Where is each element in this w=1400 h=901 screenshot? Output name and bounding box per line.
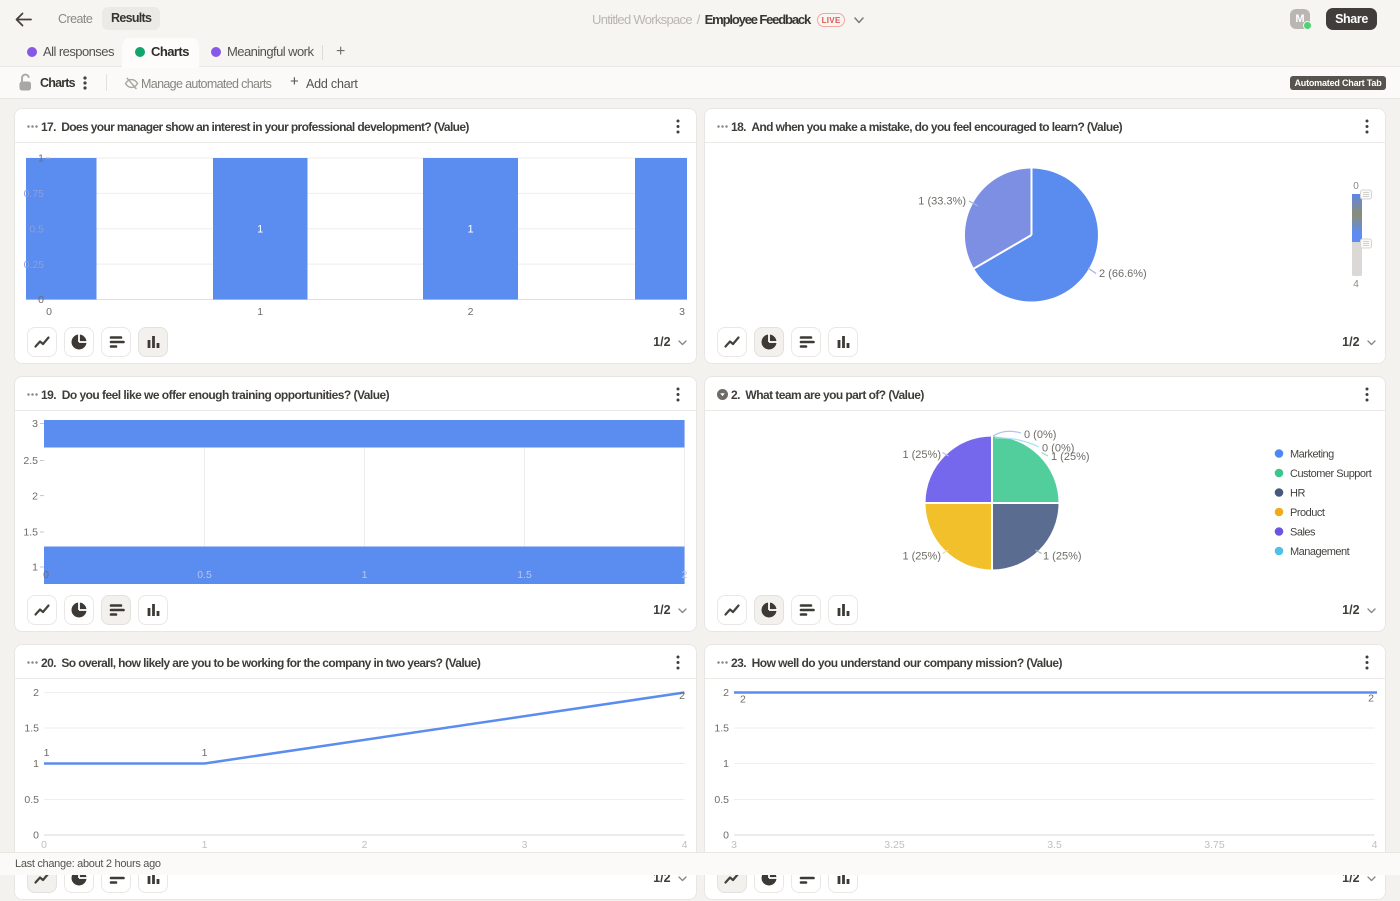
svg-text:1 (25%): 1 (25%) xyxy=(902,449,941,461)
svg-text:0: 0 xyxy=(33,830,39,842)
svg-text:4: 4 xyxy=(682,839,688,851)
svg-text:2: 2 xyxy=(468,306,474,318)
svg-text:0.5: 0.5 xyxy=(29,223,44,235)
svg-text:0: 0 xyxy=(723,830,729,842)
svg-text:2: 2 xyxy=(740,694,746,706)
svg-text:0 (0%): 0 (0%) xyxy=(1042,443,1074,455)
svg-text:0 (0%): 0 (0%) xyxy=(1024,429,1056,441)
svg-text:2 (66.6%): 2 (66.6%) xyxy=(1099,268,1147,280)
svg-text:2: 2 xyxy=(32,490,38,502)
svg-text:0.5: 0.5 xyxy=(714,794,729,806)
svg-text:Product: Product xyxy=(1290,507,1325,519)
svg-text:4: 4 xyxy=(1353,279,1359,290)
svg-text:0: 0 xyxy=(41,839,47,851)
svg-text:1: 1 xyxy=(33,758,39,770)
svg-text:0.75: 0.75 xyxy=(24,188,45,200)
svg-text:1: 1 xyxy=(723,758,729,770)
svg-text:0.25: 0.25 xyxy=(24,259,45,271)
svg-text:1: 1 xyxy=(202,747,208,759)
svg-text:3: 3 xyxy=(731,839,737,851)
svg-text:2.5: 2.5 xyxy=(23,455,38,467)
svg-text:1.5: 1.5 xyxy=(714,723,729,735)
svg-text:1 (33.3%): 1 (33.3%) xyxy=(918,196,966,208)
svg-text:0: 0 xyxy=(46,306,52,318)
svg-text:2: 2 xyxy=(362,839,368,851)
svg-text:HR: HR xyxy=(1290,488,1305,500)
svg-text:3: 3 xyxy=(32,418,38,430)
svg-text:0.5: 0.5 xyxy=(24,794,39,806)
svg-text:2: 2 xyxy=(33,687,39,699)
svg-text:3: 3 xyxy=(679,306,685,318)
svg-text:1.5: 1.5 xyxy=(23,527,38,539)
svg-text:2: 2 xyxy=(1368,693,1374,705)
svg-text:3.5: 3.5 xyxy=(1047,839,1062,851)
svg-text:1: 1 xyxy=(44,747,50,759)
svg-text:0: 0 xyxy=(1353,181,1359,192)
svg-text:3: 3 xyxy=(522,839,528,851)
svg-text:Marketing: Marketing xyxy=(1290,449,1334,461)
svg-text:0: 0 xyxy=(43,569,49,581)
svg-text:Management: Management xyxy=(1290,546,1350,558)
svg-text:1: 1 xyxy=(362,569,368,581)
svg-text:1 (25%): 1 (25%) xyxy=(902,551,941,563)
svg-text:1: 1 xyxy=(202,839,208,851)
svg-text:1: 1 xyxy=(32,562,38,574)
svg-text:3.75: 3.75 xyxy=(1204,839,1225,851)
svg-text:2: 2 xyxy=(723,687,729,699)
svg-text:1.5: 1.5 xyxy=(24,723,39,735)
svg-text:Sales: Sales xyxy=(1290,527,1316,539)
svg-text:1: 1 xyxy=(257,306,263,318)
svg-text:2: 2 xyxy=(682,569,688,581)
svg-text:2: 2 xyxy=(679,690,685,702)
svg-text:Customer Support: Customer Support xyxy=(1290,468,1372,480)
svg-text:0.5: 0.5 xyxy=(197,569,212,581)
svg-text:0: 0 xyxy=(38,294,44,306)
svg-text:4: 4 xyxy=(1372,839,1378,851)
svg-text:1: 1 xyxy=(257,224,263,236)
svg-text:1.5: 1.5 xyxy=(517,569,532,581)
svg-text:1: 1 xyxy=(467,224,473,236)
svg-text:1: 1 xyxy=(38,153,44,165)
svg-text:1 (25%): 1 (25%) xyxy=(1043,551,1082,563)
svg-text:1 (25%): 1 (25%) xyxy=(1051,451,1090,463)
svg-text:3.25: 3.25 xyxy=(884,839,905,851)
